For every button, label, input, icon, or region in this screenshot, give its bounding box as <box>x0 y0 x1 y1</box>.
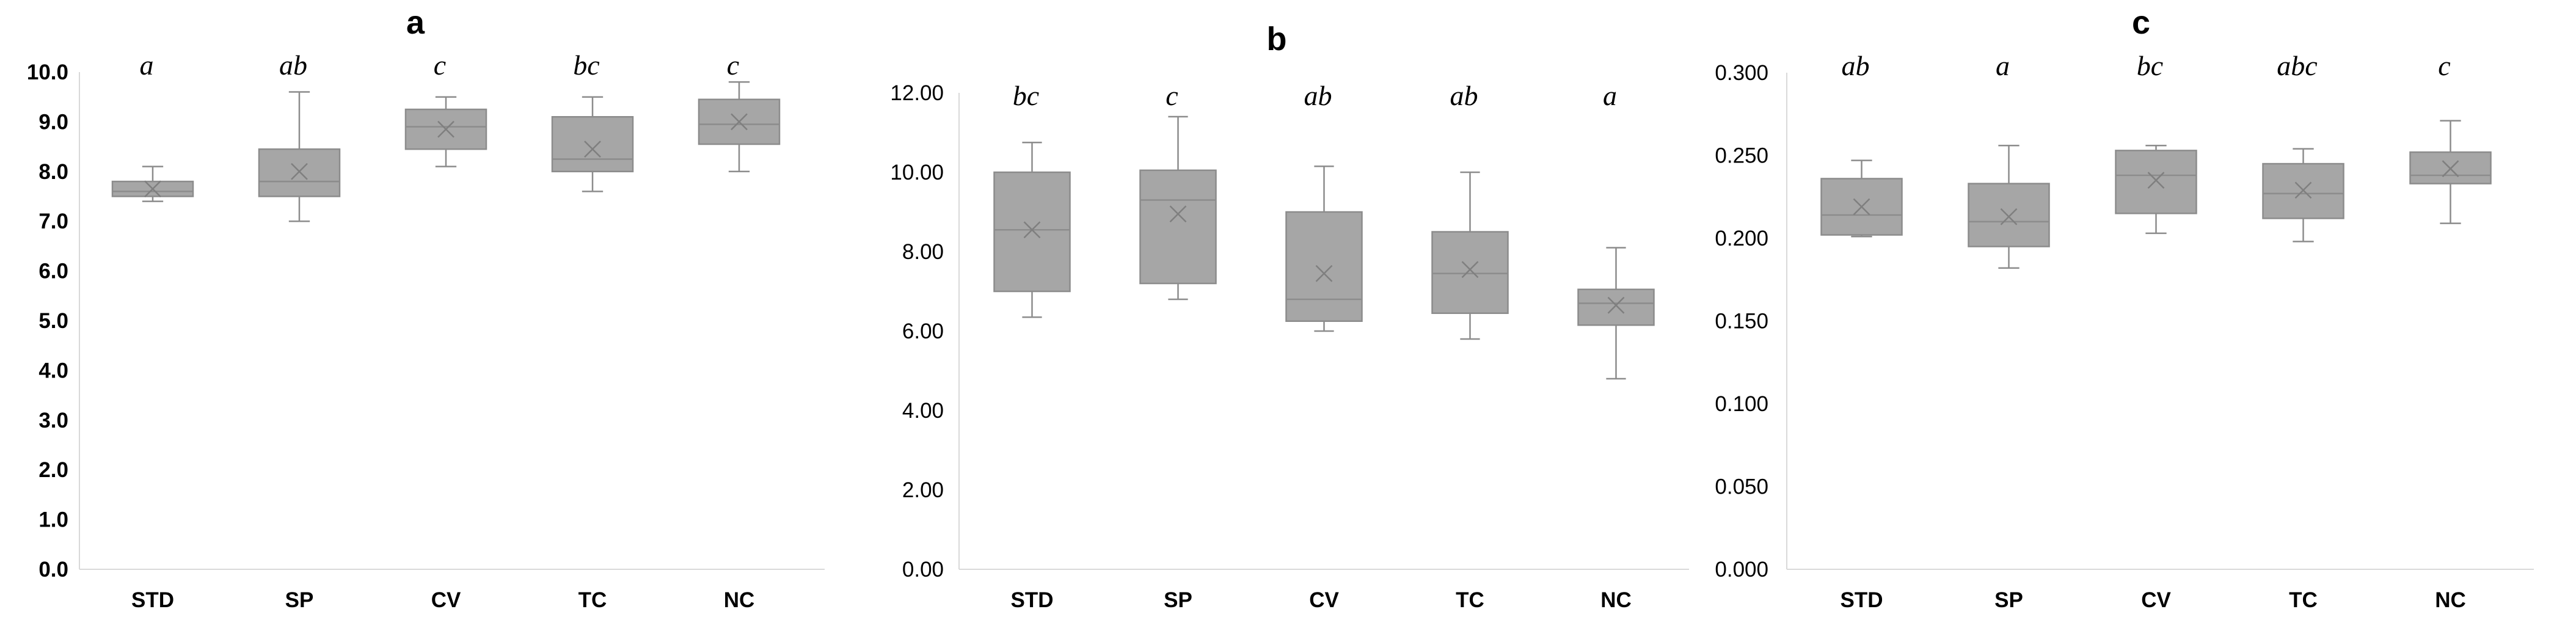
box-sp <box>258 148 341 197</box>
mean-marker <box>291 162 308 180</box>
mean-marker <box>1023 221 1041 239</box>
x-category-label: STD <box>1011 588 1054 612</box>
y-tick-label: 9.0 <box>38 110 68 134</box>
chart-title: c <box>2132 4 2150 41</box>
significance-letter: a <box>1996 50 2010 81</box>
mean-marker <box>731 113 748 131</box>
y-tick-label: 0.00 <box>902 558 944 582</box>
x-category-label: CV <box>431 588 461 612</box>
y-tick-label: 6.00 <box>902 319 944 343</box>
mean-marker <box>2000 208 2018 225</box>
x-category-label: STD <box>1841 588 1883 612</box>
box-nc <box>698 98 781 145</box>
significance-letter: c <box>727 49 739 81</box>
chart-title: b <box>1267 21 1287 57</box>
box-sp <box>1968 183 2050 247</box>
box-tc <box>1431 231 1509 314</box>
chart-panel-b: b 0.00 2.00 4.00 6.00 8.00 10.00 12.00 bc STD c SP a… <box>890 21 1689 612</box>
y-tick-label: 2.00 <box>902 478 944 502</box>
y-tick-label: 4.00 <box>902 399 944 423</box>
box-tc <box>551 116 634 173</box>
y-tick-label: 0.0 <box>38 558 68 582</box>
y-tick-label: 3.0 <box>38 409 68 432</box>
y-tick-label: 0.150 <box>1715 310 1768 334</box>
x-category-label: SP <box>285 588 314 612</box>
chart-panel-c: c 0.000 0.050 0.100 0.150 0.200 0.250 0.300 ab ST… <box>1715 4 2534 612</box>
significance-letter: bc <box>573 49 599 81</box>
significance-letter: c <box>1166 80 1178 111</box>
y-tick-label: 4.0 <box>38 359 68 382</box>
mean-marker <box>1461 261 1479 279</box>
box-std <box>993 171 1071 293</box>
y-tick-label: 5.0 <box>38 309 68 333</box>
significance-letter: ab <box>1842 50 1870 81</box>
y-tick-label: 10.00 <box>890 161 944 184</box>
y-tick-label: 0.250 <box>1715 144 1768 168</box>
y-tick-label: 0.050 <box>1715 475 1768 499</box>
mean-marker <box>1315 264 1333 282</box>
significance-letter: bc <box>2137 50 2163 81</box>
x-category-label: TC <box>2289 588 2318 612</box>
significance-letter: abc <box>2277 50 2317 81</box>
box-nc <box>2409 151 2492 184</box>
box-cv <box>2115 150 2197 214</box>
y-tick-label: 6.0 <box>38 260 68 283</box>
y-tick-label: 8.0 <box>38 160 68 184</box>
significance-letter: ab <box>1304 80 1332 111</box>
y-tick-label: 0.200 <box>1715 227 1768 250</box>
significance-letter: bc <box>1013 80 1039 111</box>
significance-letter: a <box>140 49 154 81</box>
x-category-label: STD <box>131 588 174 612</box>
y-tick-label: 10.0 <box>27 60 68 84</box>
mean-marker <box>2442 160 2459 178</box>
y-tick-label: 12.00 <box>890 81 944 105</box>
y-tick-label: 0.100 <box>1715 392 1768 416</box>
box-sp <box>1139 169 1217 285</box>
mean-marker <box>2294 181 2312 199</box>
mean-marker <box>1169 205 1187 223</box>
significance-letter: c <box>2438 50 2450 81</box>
box-std <box>111 180 194 197</box>
x-category-label: CV <box>2141 588 2171 612</box>
y-tick-label: 0.000 <box>1715 558 1768 582</box>
x-category-label: TC <box>578 588 607 612</box>
y-tick-label: 1.0 <box>38 508 68 532</box>
x-category-label: SP <box>1994 588 2023 612</box>
x-category-label: TC <box>1456 588 1484 612</box>
mean-marker <box>2147 172 2165 189</box>
mean-marker <box>584 140 601 158</box>
chart-title: a <box>406 4 425 41</box>
y-tick-label: 2.0 <box>38 458 68 482</box>
x-category-label: NC <box>2435 588 2466 612</box>
mean-marker <box>144 180 161 198</box>
x-category-label: NC <box>1600 588 1632 612</box>
significance-letter: c <box>434 49 446 81</box>
significance-letter: ab <box>1450 80 1478 111</box>
chart-panel-a: a 0.0 1.0 2.0 3.0 4.0 5.0 6.0 7.0 8.0 9.0 10.0 a STD a… <box>27 4 825 612</box>
y-tick-label: 0.300 <box>1715 61 1768 85</box>
x-category-label: CV <box>1309 588 1339 612</box>
significance-letter: ab <box>279 49 307 81</box>
mean-marker <box>1607 296 1625 314</box>
x-category-label: SP <box>1164 588 1192 612</box>
box-nc <box>1577 288 1655 326</box>
x-category-label: NC <box>724 588 755 612</box>
y-tick-label: 8.00 <box>902 240 944 264</box>
mean-marker <box>1853 198 1870 216</box>
y-tick-label: 7.0 <box>38 210 68 233</box>
mean-marker <box>437 120 454 138</box>
significance-letter: a <box>1603 80 1617 111</box>
box-cv <box>1285 211 1363 322</box>
